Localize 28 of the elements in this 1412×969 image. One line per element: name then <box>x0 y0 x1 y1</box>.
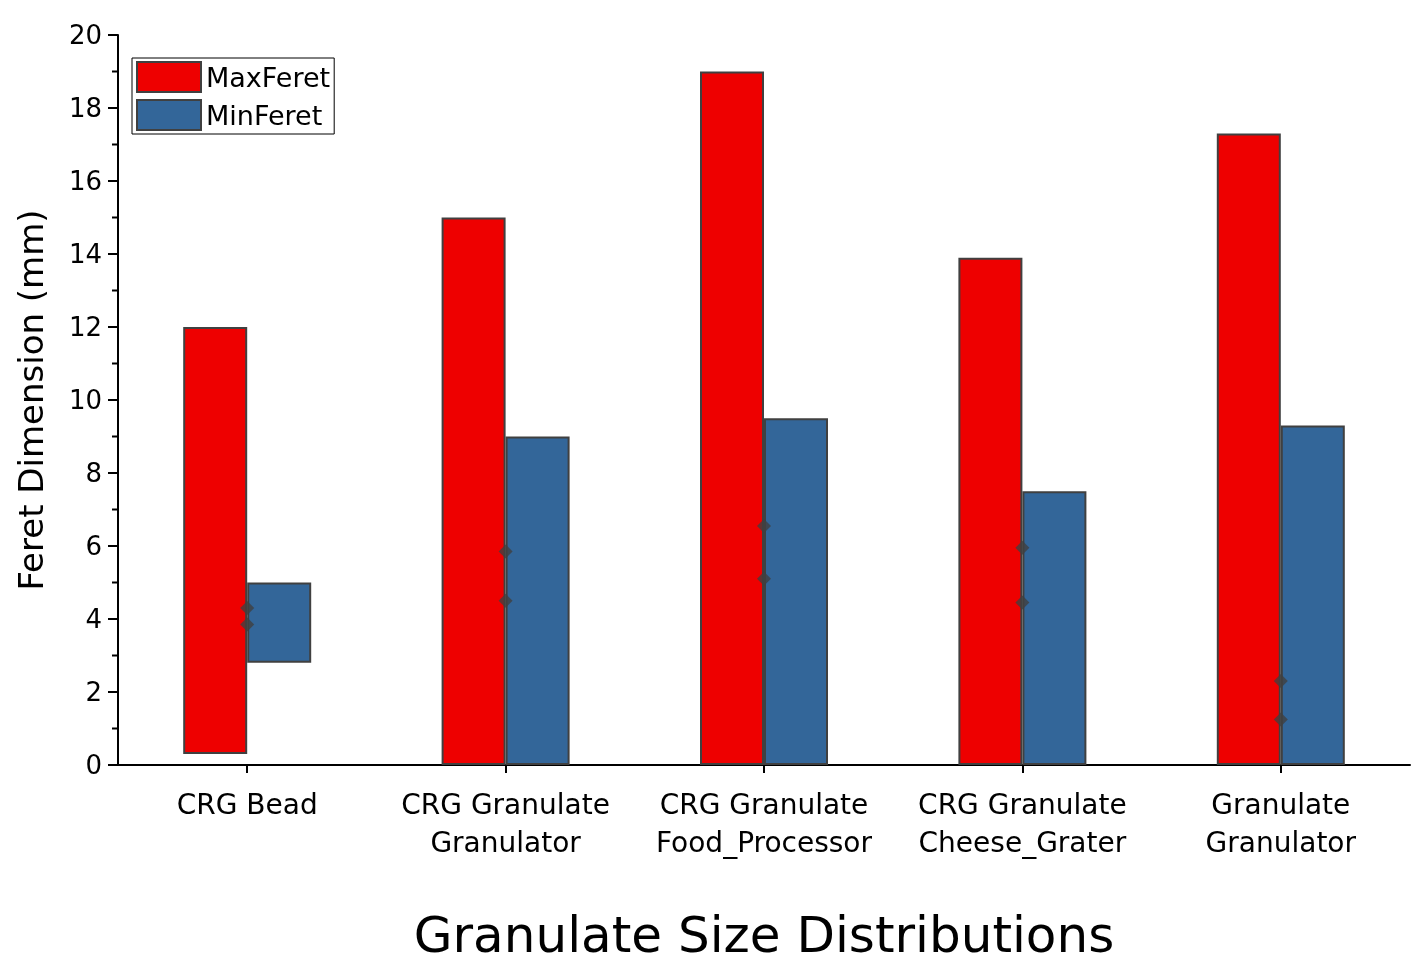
point <box>498 593 513 608</box>
y-tick-label: 18 <box>68 93 102 123</box>
point <box>1015 540 1030 555</box>
x-tick-label: CRG Granulate Cheese_Grater <box>918 787 1127 859</box>
x-tick-label: CRG Granulate Granulator <box>401 787 610 859</box>
x-axis-title: Granulate Size Distributions <box>413 906 1115 964</box>
legend-label: MaxFeret <box>206 61 331 93</box>
y-axis-title: Feret Dimension (mm) <box>11 209 51 591</box>
point <box>240 617 255 632</box>
x-tick-label: CRG Granulate Food_Processor <box>655 787 873 859</box>
y-tick-label: 6 <box>85 531 102 561</box>
x-tick-label: CRG Bead <box>176 787 318 821</box>
y-tick-label: 16 <box>68 166 102 196</box>
point <box>240 601 255 616</box>
point <box>1273 712 1288 727</box>
y-tick-label: 8 <box>85 458 102 488</box>
y-tick-label: 10 <box>68 385 102 415</box>
x-tick-label: Granulate Granulator <box>1205 787 1357 859</box>
y-tick-label: 20 <box>68 20 102 50</box>
point <box>498 544 513 559</box>
y-tick-label: 0 <box>85 750 102 780</box>
y-tick-label: 12 <box>68 312 102 342</box>
point <box>1273 674 1288 689</box>
y-tick-label: 2 <box>85 677 102 707</box>
legend-label: MinFeret <box>206 99 323 131</box>
point <box>1015 595 1030 610</box>
y-tick-label: 14 <box>68 239 102 269</box>
y-tick-label: 4 <box>85 604 102 634</box>
